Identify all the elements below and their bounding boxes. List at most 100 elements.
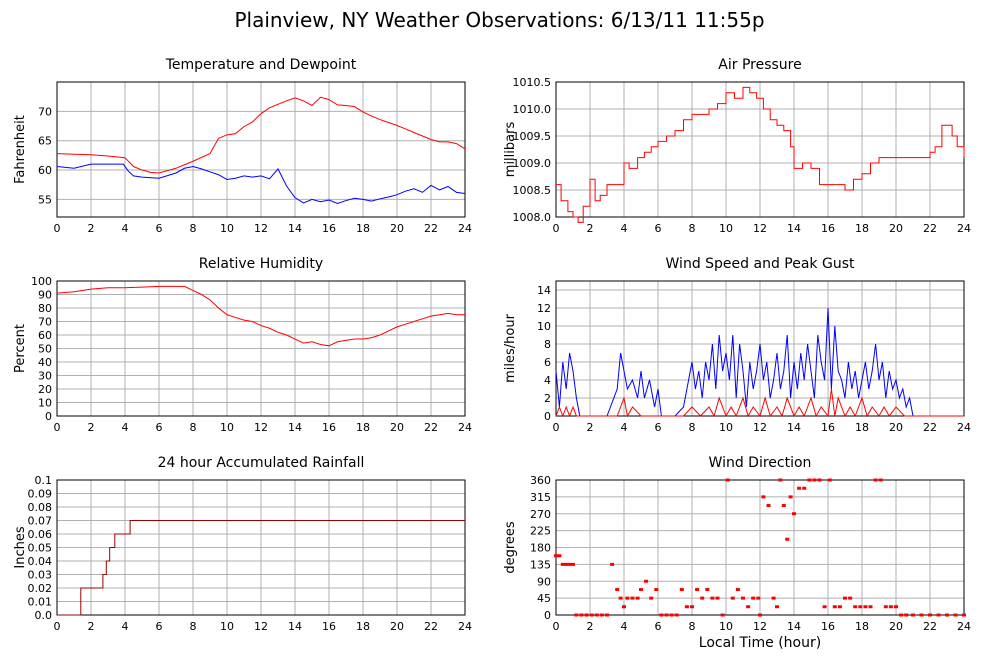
pressure-ylabel: millibars [503,122,518,178]
direction-point [775,605,779,609]
rain-xtick-label: 24 [458,620,472,633]
direction-point [962,613,966,617]
direction-point [695,588,700,591]
humidity-ytick-label: 50 [38,343,52,356]
wind-xtick-label: 0 [553,421,560,434]
direction-point [771,596,776,600]
direction-point [735,588,740,591]
rain-ytick-label: 0.01 [28,596,53,609]
direction-point [797,486,802,490]
rain-xtick-label: 18 [356,620,370,633]
direction-ytick-label: 270 [530,508,551,521]
wind-ytick-label: 6 [544,356,551,369]
direction-ytick-label: 360 [530,474,551,487]
wind-ytick-label: 0 [544,410,551,423]
direction-ytick-label: 180 [530,542,551,555]
direction-point [567,562,572,566]
direction-point [756,596,761,600]
pressure-xtick-label: 18 [855,222,869,235]
direction-point [705,588,710,591]
direction-point [817,478,822,482]
humidity-series-line-0 [56,285,465,347]
direction-xtick-label: 2 [587,620,594,633]
direction-title: Wind Direction [709,455,812,471]
direction-point [654,588,659,591]
direction-point [827,478,832,482]
temp-xtick-label: 22 [424,222,438,235]
direction-ytick-label: 225 [530,525,551,538]
wind-xtick-label: 2 [587,421,594,434]
x-axis-label: Local Time (hour) [698,635,822,651]
humidity-ytick-label: 0 [45,410,52,423]
temp-xtick-label: 4 [122,222,129,235]
temp-ytick-label: 65 [38,135,52,148]
direction-point [878,478,883,482]
direction-point [761,495,766,499]
direction-xtick-label: 10 [719,620,733,633]
direction-xtick-label: 22 [923,620,937,633]
direction-point [868,605,873,609]
pressure-xtick-label: 4 [621,222,628,235]
humidity-xtick-label: 8 [190,421,197,434]
rain-xtick-label: 14 [288,620,302,633]
wind-xtick-label: 8 [689,421,696,434]
direction-point [792,512,796,516]
direction-point [741,596,745,600]
temp-title: Temperature and Dewpoint [165,57,357,73]
direction-point [746,605,751,609]
pressure-ytick-label: 1009.5 [513,130,552,143]
direction-point [700,596,705,600]
rain-xtick-label: 12 [254,620,268,633]
temp-xtick-label: 18 [356,222,370,235]
wind-ytick-label: 2 [544,392,551,405]
humidity-xtick-label: 18 [356,421,370,434]
direction-point [888,605,893,609]
direction-point [936,613,941,617]
direction-point [605,613,609,617]
pressure-ytick-label: 1010.5 [513,76,552,89]
direction-point [618,596,623,600]
direction-point [599,613,604,617]
rain-xtick-label: 2 [88,620,95,633]
direction-point [720,613,725,617]
rain-frame [56,479,466,616]
direction-point [625,596,630,600]
wind-xtick-label: 20 [889,421,903,434]
pressure-series-line-0 [556,86,965,223]
temp-series-line-1 [56,163,466,205]
rain-xtick-label: 0 [54,620,61,633]
direction-point [778,478,783,482]
pressure-xtick-label: 22 [923,222,937,235]
direction-point [853,605,858,609]
temp-xtick-label: 20 [390,222,404,235]
direction-point [664,613,669,617]
direction-ytick-label: 315 [530,491,551,504]
direction-point [674,613,679,617]
pressure-xtick-label: 6 [655,222,662,235]
direction-point [919,613,924,617]
direction-point [610,562,615,566]
humidity-xtick-label: 20 [390,421,404,434]
page-title: Plainview, NY Weather Observations: 6/13… [234,8,765,32]
rain-title: 24 hour Accumulated Rainfall [158,455,365,471]
direction-point [557,554,562,558]
direction-point [802,486,807,490]
humidity-ytick-label: 60 [38,329,52,342]
direction-xtick-label: 20 [889,620,903,633]
humidity-xtick-label: 16 [322,421,336,434]
direction-point [788,495,793,499]
pressure-xtick-label: 14 [787,222,801,235]
humidity-ylabel: Percent [13,324,28,373]
rain-xtick-label: 6 [156,620,163,633]
direction-ytick-label: 135 [530,558,551,571]
direction-xtick-label: 12 [753,620,767,633]
pressure-ytick-label: 1009.0 [513,157,552,170]
pressure-xtick-label: 2 [587,222,594,235]
pressure-xtick-label: 10 [719,222,733,235]
wind-title: Wind Speed and Peak Gust [666,256,855,272]
direction-ytick-label: 45 [537,592,551,605]
direction-point [837,605,842,609]
temp-ylabel: Fahrenheit [13,115,28,184]
wind-xtick-label: 12 [753,421,767,434]
